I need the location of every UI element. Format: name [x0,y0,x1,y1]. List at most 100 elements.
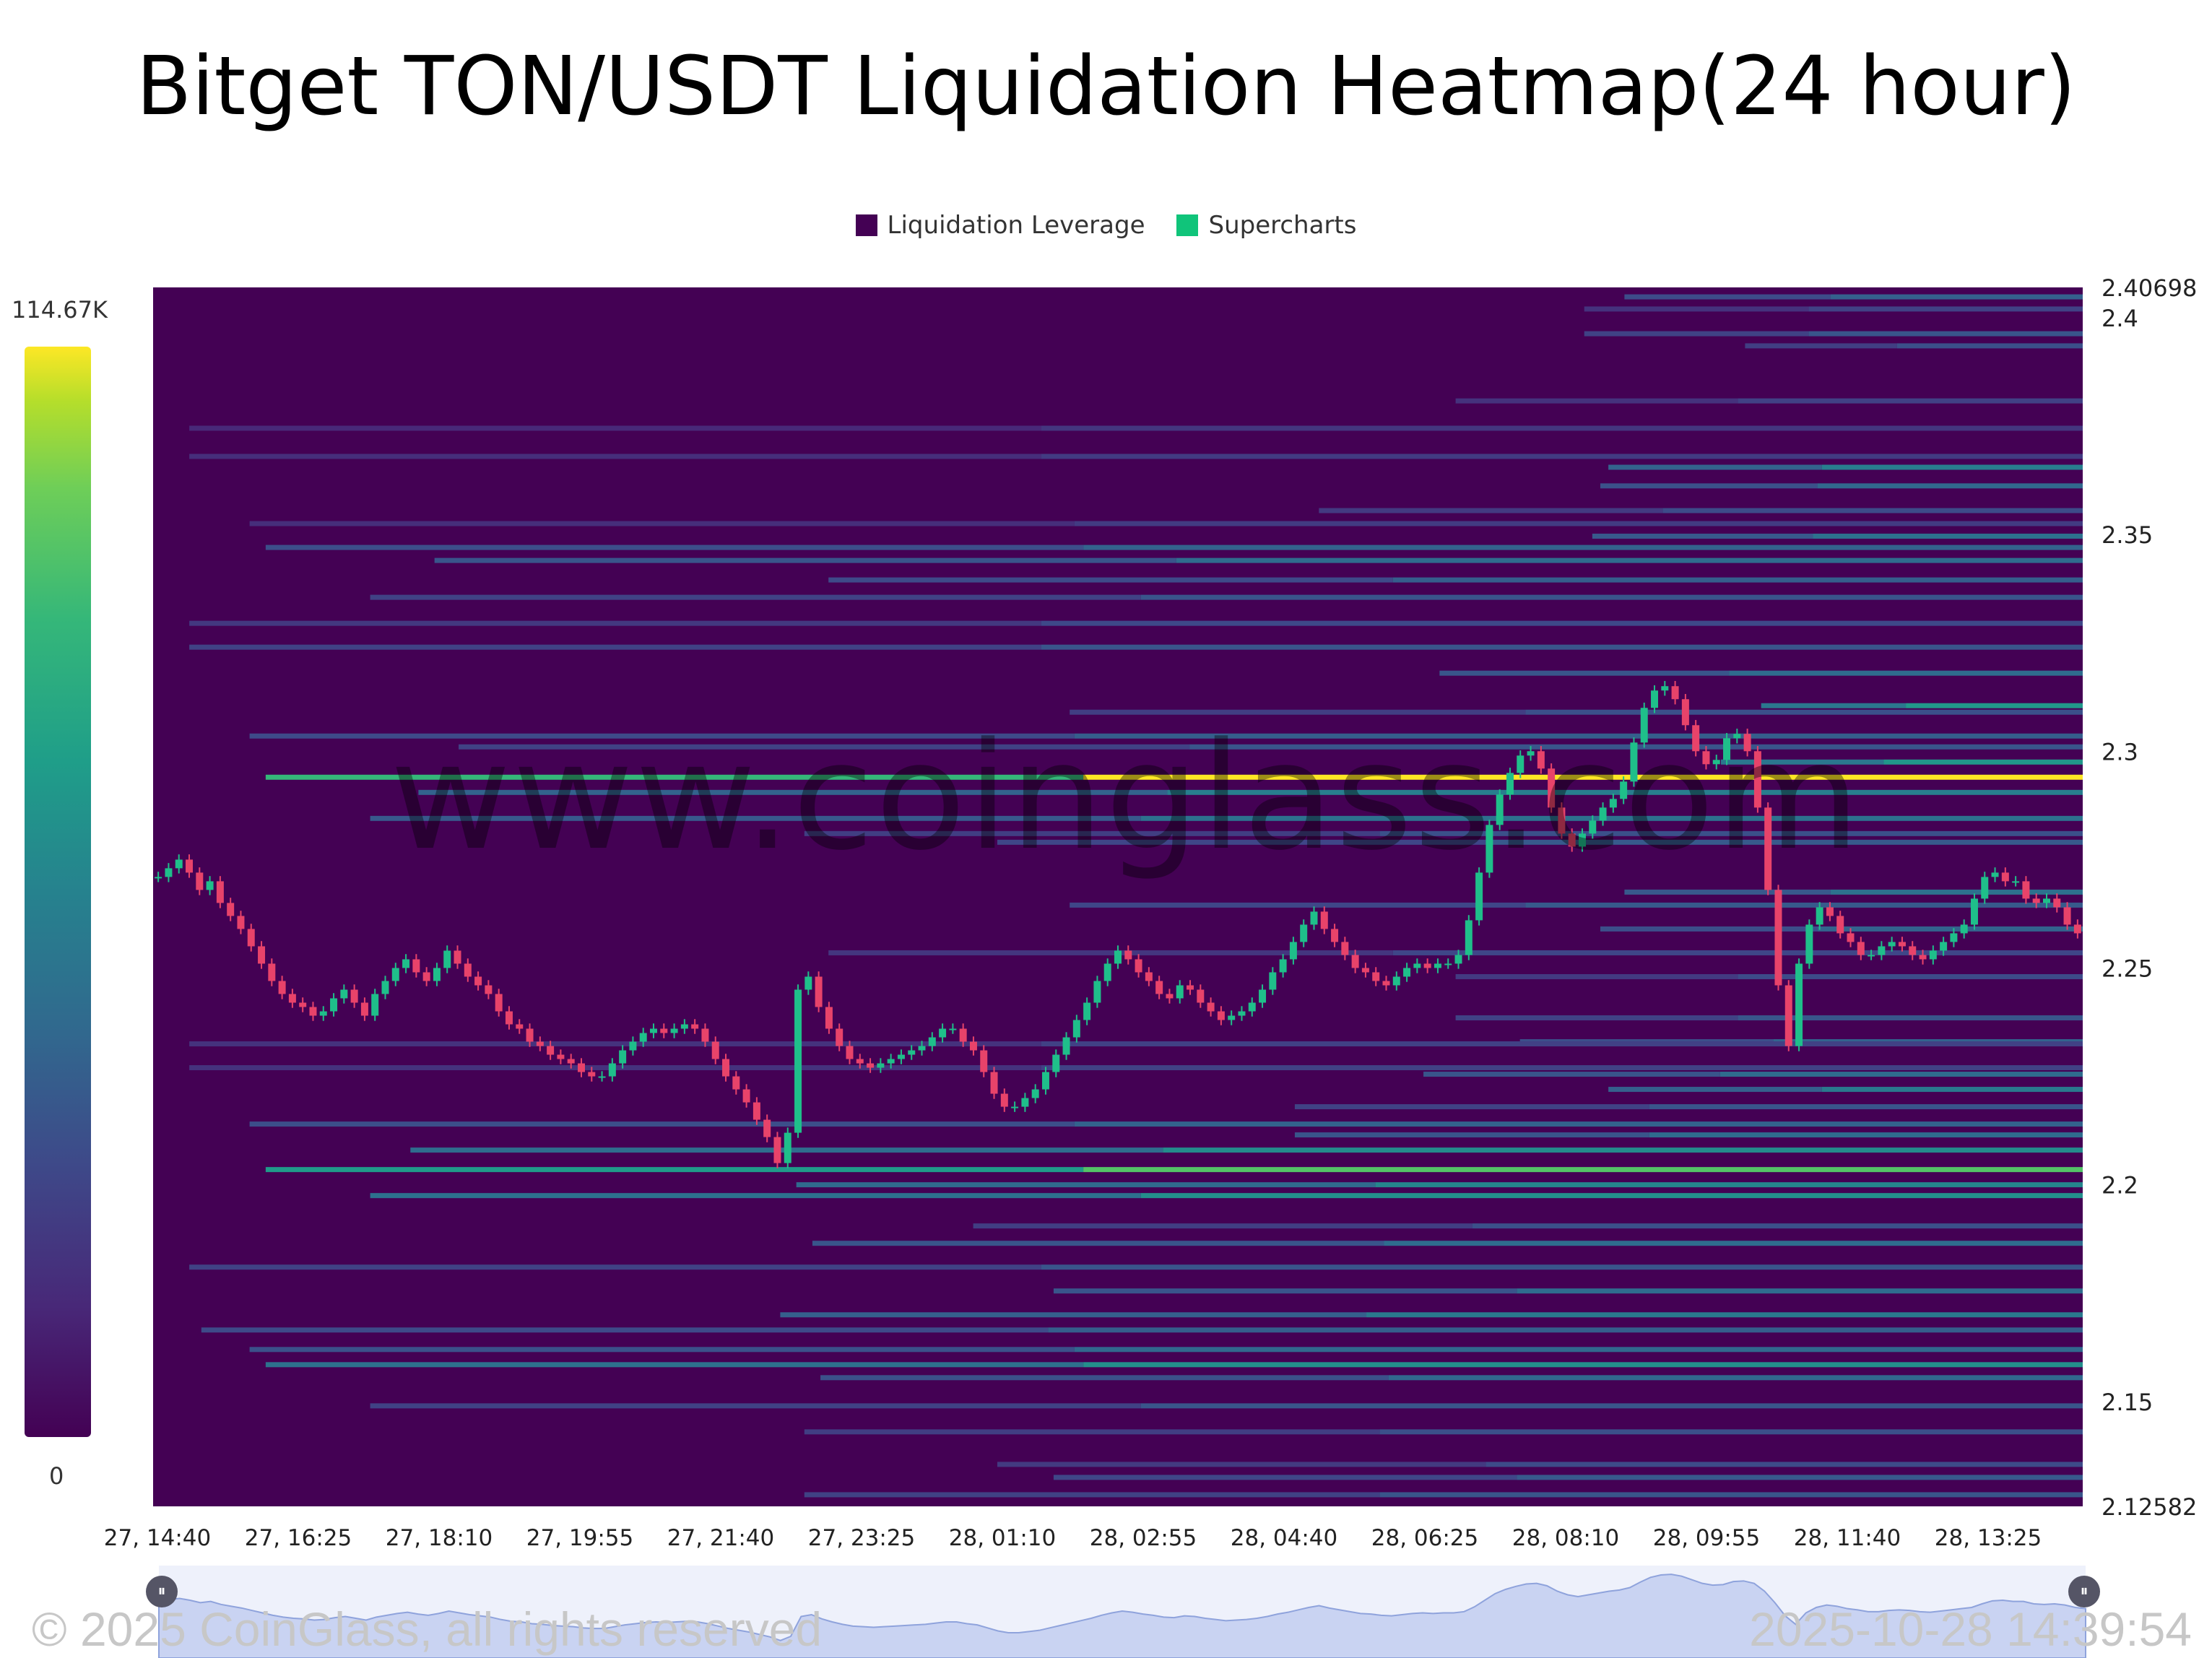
candle-body-49 [660,1028,668,1033]
candle-body-84 [1021,1098,1029,1107]
candle-body-94 [1124,950,1132,960]
candle-body-47 [639,1033,647,1042]
candle-body-30 [464,963,472,977]
liquidation-level-29 [1624,889,1831,895]
candle-body-175 [1960,924,1968,934]
liquidation-level-44 [265,1167,1084,1173]
liquidation-level-19-right [1906,703,2083,708]
candle-body-160 [1805,924,1813,964]
candle-body-96 [1145,972,1153,981]
legend-item-liquidation-leverage[interactable]: Liquidation Leverage [855,211,1145,240]
candle-body-73 [908,1050,916,1055]
liquidation-level-42-right [1649,1132,2083,1138]
candle-body-2 [175,859,183,869]
candle-body-58 [752,1102,760,1120]
navigator-left-handle[interactable]: ⏸ [146,1576,178,1607]
candle-body-182 [2032,898,2040,903]
candle-body-38 [547,1046,555,1055]
price-candles [155,681,2081,1168]
liquidation-level-40-right [1649,1104,2083,1110]
candle-body-39 [557,1054,565,1059]
candle-body-142 [1620,781,1628,799]
candle-body-146 [1661,686,1669,691]
candle-body-40 [567,1059,575,1064]
liquidation-level-53 [249,1347,1075,1353]
candle-body-26 [422,972,430,981]
range-navigator[interactable] [158,1566,2086,1658]
liquidation-level-54-right [1083,1362,2083,1368]
y-tick-label: 2.25 [2102,955,2153,982]
liquidation-level-48 [812,1241,1384,1246]
liquidation-level-10 [249,521,1075,526]
liquidation-level-50-right [1517,1288,2083,1294]
liquidation-level-46 [370,1193,1141,1199]
liquidation-level-34 [1455,1015,1738,1021]
candle-body-51 [680,1024,688,1029]
candle-body-106 [1248,1002,1256,1012]
colorbar-max-label: 114.67K [12,296,108,324]
candle-body-34 [505,1011,513,1025]
liquidation-level-38-right [1719,1072,2083,1077]
candle-body-41 [577,1063,585,1072]
candle-body-164 [1847,933,1855,942]
liquidation-level-53-right [1074,1347,2083,1353]
candle-body-31 [474,976,482,986]
candle-body-149 [1692,725,1700,752]
candle-body-139 [1589,820,1597,834]
liquidation-level-5-right [1041,425,2083,431]
liquidation-level-8-right [1817,483,2083,489]
liquidation-level-48-right [1384,1241,2083,1246]
liquidation-level-51-right [1366,1312,2083,1318]
candle-body-157 [1774,890,1782,986]
liquidation-level-2 [1584,331,1809,337]
liquidation-level-56 [370,1403,1141,1409]
candle-body-37 [536,1041,544,1046]
candle-body-36 [526,1028,534,1042]
liquidation-level-38 [1423,1072,1720,1077]
liquidation-level-41-right [1074,1121,2083,1127]
candle-body-89 [1072,1020,1080,1038]
candle-body-109 [1279,959,1287,973]
candle-body-151 [1712,760,1720,765]
navigator-series [158,1574,2086,1658]
y-tick-label: 2.12582 [2102,1493,2197,1521]
candle-body-33 [495,994,503,1012]
candle-body-102 [1207,1002,1215,1012]
copyright-text: © 2025 CoinGlass, all rights reserved [32,1602,823,1656]
candle-body-59 [763,1119,771,1137]
liquidation-level-57 [804,1429,1380,1435]
liquidation-level-28 [997,839,1486,845]
candle-body-77 [949,1028,957,1030]
liquidation-level-8 [1600,483,1818,489]
colorbar[interactable] [25,347,91,1437]
candle-body-11 [268,963,276,981]
legend-item-supercharts[interactable]: Supercharts [1176,211,1356,240]
candle-body-119 [1382,981,1390,986]
candle-body-137 [1568,833,1576,847]
candle-body-45 [619,1050,627,1064]
candle-body-61 [784,1132,791,1163]
candle-body-118 [1372,972,1380,981]
liquidation-level-43-right [1163,1147,2083,1153]
liquidation-level-16 [189,620,1041,626]
liquidation-level-17-right [1041,644,2083,650]
candle-body-169 [1898,942,1906,947]
y-tick-label: 2.15 [2102,1389,2153,1416]
candle-body-132 [1517,755,1524,773]
candle-body-22 [381,981,389,994]
candle-body-174 [1950,933,1958,942]
candle-body-148 [1681,699,1689,726]
candle-body-93 [1114,950,1122,964]
liquidation-level-51 [780,1312,1367,1318]
liquidation-level-6 [189,453,1041,459]
plot-area[interactable] [153,287,2083,1506]
candle-body-107 [1259,989,1267,1003]
candle-body-171 [1919,955,1927,960]
candle-body-147 [1671,686,1679,700]
liquidation-level-9 [1319,508,1663,513]
navigator-right-handle[interactable]: ⏸ [2068,1576,2100,1607]
candle-body-75 [928,1037,936,1046]
liquidation-level-31-right [1817,926,2083,932]
liquidation-level-30-right [1525,902,2083,908]
